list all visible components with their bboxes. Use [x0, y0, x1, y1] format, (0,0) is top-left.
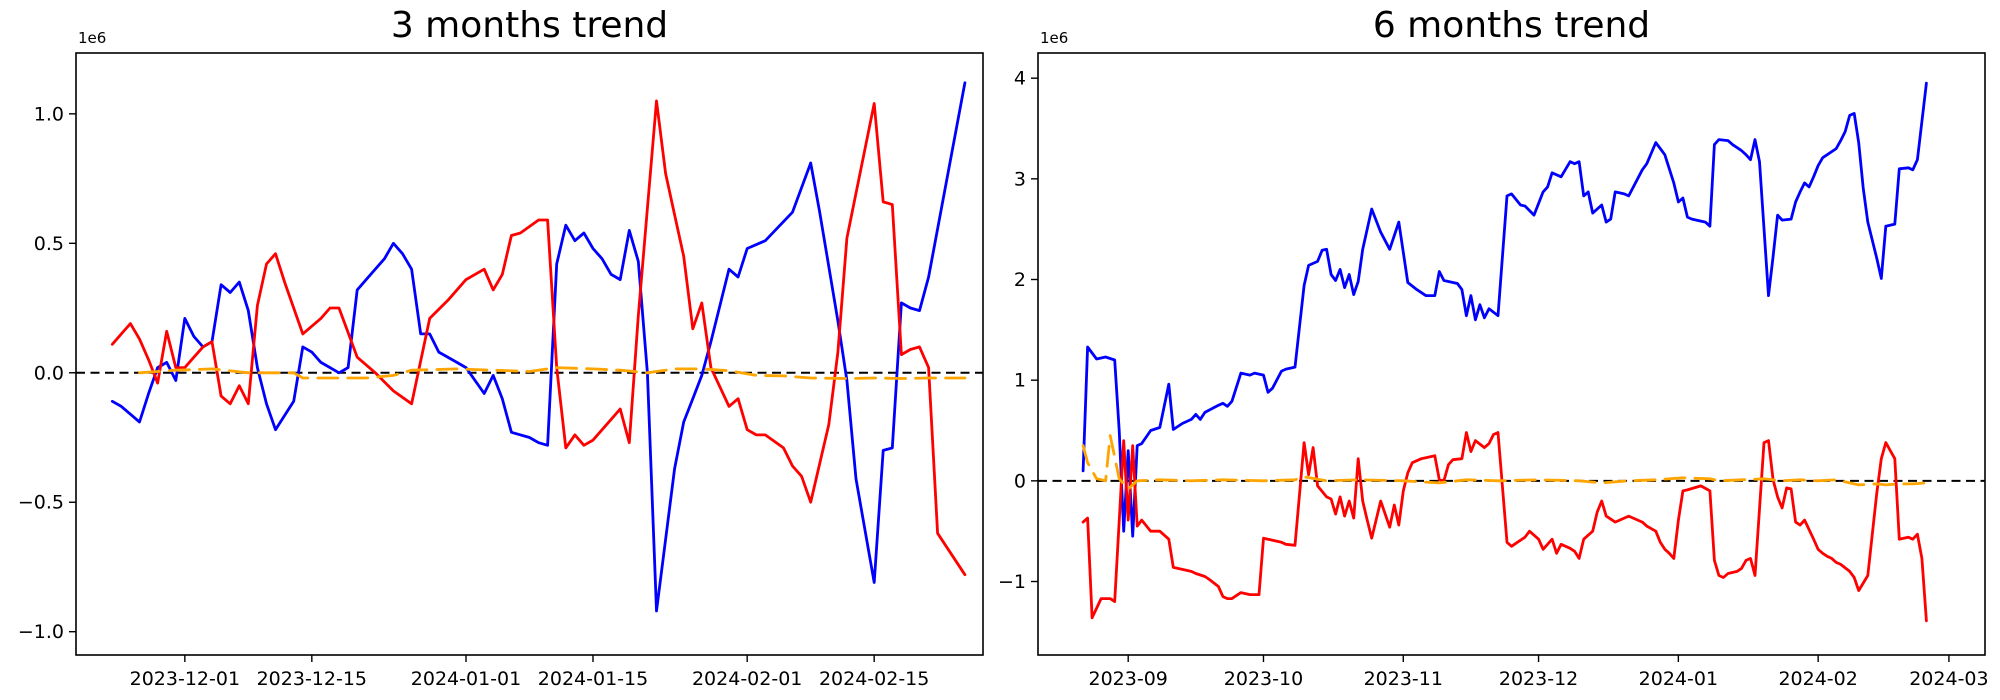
y-tick-label: 3 — [1014, 168, 1026, 190]
plot-frame-1 — [1037, 52, 1986, 656]
x-tick-label: 2024-01-15 — [538, 668, 648, 690]
x-tick-label: 2024-01 — [1639, 668, 1718, 690]
y-tick-label: 1.0 — [34, 103, 64, 125]
y-tick-label: 0.0 — [34, 362, 64, 384]
x-tick-label: 2023-09 — [1088, 668, 1167, 690]
y-tick-label: 4 — [1014, 68, 1026, 90]
x-tick-label: 2024-02-01 — [692, 668, 802, 690]
x-tick-label: 2024-02-15 — [819, 668, 929, 690]
orange-series-3m — [138, 366, 967, 380]
y-tick-label: −0.5 — [18, 492, 64, 514]
x-tick-label: 2023-12-15 — [257, 668, 367, 690]
y-axis-offset-label-right: 1e6 — [1040, 29, 1069, 47]
x-tick-label: 2023-10 — [1224, 668, 1303, 690]
orange-series-6m — [1081, 434, 1928, 491]
y-axis-offset-label-left: 1e6 — [78, 29, 107, 47]
y-tick-label: 2 — [1014, 269, 1026, 291]
x-tick-label: 2023-11 — [1364, 668, 1443, 690]
plot-frame-0 — [75, 52, 984, 656]
x-tick-label: 2024-03 — [1909, 668, 1988, 690]
y-tick-label: −1.0 — [18, 621, 64, 643]
x-tick-label: 2023-12 — [1499, 668, 1578, 690]
chart-title-3-months: 3 months trend — [390, 5, 669, 46]
chart-title-6-months: 6 months trend — [1372, 5, 1651, 46]
x-tick-label: 2024-02 — [1778, 668, 1857, 690]
blue-series-6m — [1081, 81, 1928, 538]
x-tick-label: 2023-12-01 — [130, 668, 240, 690]
y-tick-label: 0 — [1014, 470, 1026, 492]
y-tick-label: 0.5 — [34, 233, 64, 255]
y-tick-label: −1 — [998, 571, 1026, 593]
blue-series-3m — [110, 81, 967, 613]
red-series-3m — [110, 99, 967, 577]
red-series-6m — [1081, 431, 1928, 623]
y-tick-label: 1 — [1014, 370, 1026, 392]
x-tick-label: 2024-01-01 — [411, 668, 521, 690]
